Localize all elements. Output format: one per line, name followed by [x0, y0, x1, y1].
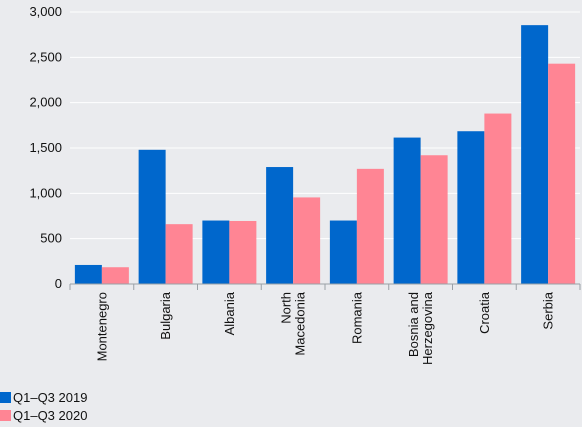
legend: Q1–Q3 2019 Q1–Q3 2020 [0, 388, 87, 424]
bar-2019 [457, 131, 485, 284]
legend-swatch-2020 [0, 409, 11, 421]
x-axis: Montenegro Bulgaria Albania NorthMacedonia R… [69, 283, 581, 365]
x-tick-label-line: Bosnia and [406, 292, 421, 357]
bar-2020 [229, 220, 257, 284]
bar-2019 [202, 220, 230, 284]
x-tick-label-line: Herzegovina [420, 291, 435, 365]
bar-2019 [329, 220, 357, 284]
x-tick-label: Serbia [541, 291, 556, 329]
bar-2019 [138, 149, 166, 284]
legend-item-2020: Q1–Q3 2020 [0, 406, 87, 424]
bar-2020 [165, 224, 193, 284]
y-tick-label: 1,000 [29, 185, 62, 200]
bar-2020 [548, 63, 576, 285]
bar-2019 [266, 167, 294, 284]
bar-2020 [293, 197, 321, 284]
x-tick-label-line: North [279, 292, 294, 324]
x-tick-label: Bulgaria [158, 291, 173, 339]
x-tick-label-line: Bulgaria [158, 291, 173, 339]
y-tick-label: 1,500 [29, 140, 62, 155]
legend-swatch-2019 [0, 391, 11, 403]
y-tick-label: 2,500 [29, 49, 62, 64]
bar-2020 [101, 267, 129, 284]
x-tick-label: Romania [349, 291, 364, 344]
x-tick-label-line: Serbia [541, 291, 556, 329]
x-tick-label: NorthMacedonia [279, 291, 308, 355]
y-tick-label: 2,000 [29, 95, 62, 110]
bars [74, 25, 576, 285]
legend-item-2019: Q1–Q3 2019 [0, 388, 87, 406]
y-tick-label: 0 [55, 276, 62, 291]
x-tick-label-line: Croatia [477, 291, 492, 334]
x-tick-label-line: Montenegro [94, 292, 109, 361]
x-tick-label: Croatia [477, 291, 492, 334]
x-tick-label: Albania [222, 291, 237, 335]
bar-2020 [484, 113, 512, 285]
bar-2019 [521, 25, 549, 284]
y-tick-label: 500 [40, 231, 62, 246]
bar-2020 [420, 155, 448, 284]
x-tick-label-line: Macedonia [293, 291, 308, 355]
legend-label-2020: Q1–Q3 2020 [13, 407, 88, 423]
y-axis: 0 500 1,000 1,500 2,000 2,500 3,000 [29, 4, 62, 291]
x-tick-label: Montenegro [94, 292, 109, 361]
bar-2019 [74, 264, 102, 284]
y-tick-label: 3,000 [29, 4, 62, 19]
x-tick-label: Bosnia andHerzegovina [406, 291, 435, 365]
bar-2019 [393, 137, 421, 284]
x-tick-label-line: Romania [349, 291, 364, 344]
legend-label-2019: Q1–Q3 2019 [13, 389, 88, 405]
bar-2020 [356, 168, 384, 284]
x-tick-label-line: Albania [222, 291, 237, 335]
